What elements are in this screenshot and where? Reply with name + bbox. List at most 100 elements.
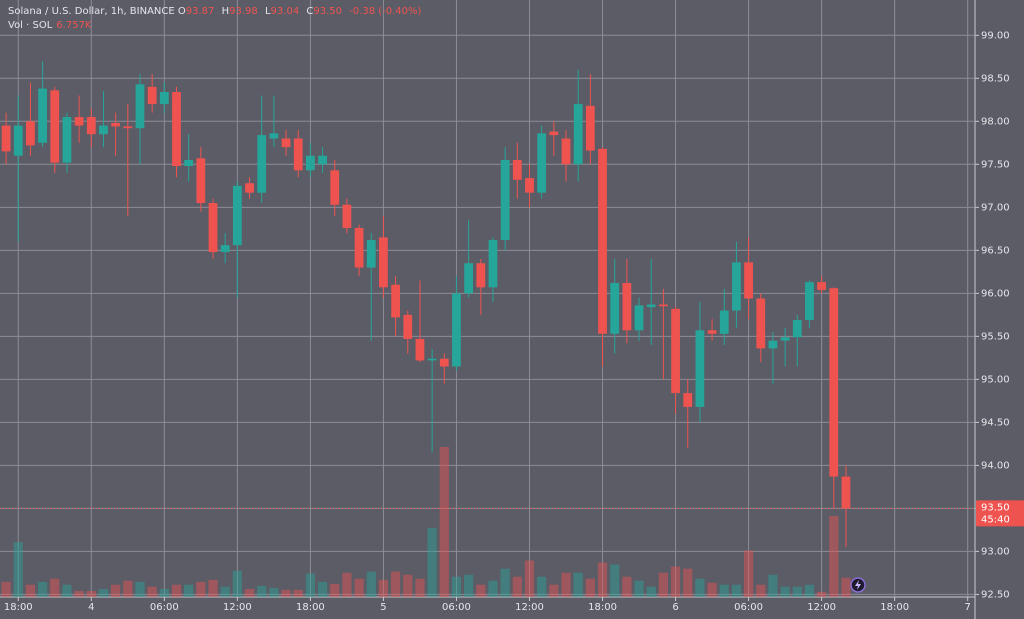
volume-bar: [196, 581, 206, 597]
x-tick-label: 06:00: [442, 602, 471, 613]
x-tick-label: 12:00: [515, 602, 544, 613]
candle-body: [123, 126, 133, 129]
volume-bar: [342, 572, 352, 597]
volume-bar: [1, 581, 11, 597]
y-tick-label: 95.00: [981, 374, 1010, 385]
symbol: Solana / U.S. Dollar, 1h, BINANCE: [8, 6, 175, 17]
open-label: O: [177, 6, 186, 17]
candle-body: [683, 393, 693, 407]
candle-body: [756, 298, 766, 349]
volume-bar: [305, 573, 316, 597]
volume-bar: [780, 586, 790, 597]
y-tick-label: 97.50: [981, 159, 1010, 170]
candle-body: [86, 116, 96, 135]
plot-background: [0, 0, 975, 597]
y-tick-label: 93.00: [981, 546, 1010, 557]
candle-body: [379, 237, 388, 288]
volume-bar: [403, 574, 413, 597]
x-tick-label: 06:00: [150, 602, 179, 613]
volume-bar: [354, 578, 364, 597]
candle-body: [573, 104, 583, 165]
candle-body: [50, 90, 60, 163]
candle-body: [403, 314, 413, 339]
volume-bar: [293, 589, 303, 597]
candle-body: [707, 330, 717, 334]
candle-body: [159, 92, 169, 105]
candle-body: [62, 116, 72, 163]
candle-body: [293, 138, 303, 171]
volume-bar: [378, 579, 389, 597]
candle-body: [13, 125, 23, 156]
candle-body: [525, 178, 534, 193]
candle-body: [26, 121, 35, 146]
x-tick-label: 18:00: [588, 602, 617, 613]
candle-body: [817, 282, 827, 290]
volume-bar: [731, 584, 742, 597]
candle-body: [488, 240, 498, 288]
low-label: L: [264, 6, 271, 17]
volume-bar: [792, 586, 802, 597]
candle-body: [196, 158, 206, 204]
volume-bar: [208, 579, 218, 597]
volume-bar: [829, 515, 839, 597]
volume-bar: [585, 578, 595, 597]
candle-body: [306, 155, 315, 171]
alert-icon-glyph: [855, 580, 861, 590]
candle-body: [805, 282, 814, 321]
volume-bar: [817, 591, 827, 597]
candle-body: [147, 86, 157, 105]
volume-bar: [269, 587, 279, 597]
change: -0.38 (-0.40%): [349, 6, 422, 17]
volume-bar: [549, 584, 559, 597]
volume-bar: [512, 576, 522, 597]
y-tick-label: 99.00: [981, 30, 1010, 41]
candle-body: [99, 125, 108, 135]
candle-body: [610, 283, 620, 334]
volume-bar: [37, 581, 48, 597]
candle-body: [792, 320, 802, 338]
volume-bar: [244, 589, 255, 597]
last-price-label: 93.50: [981, 502, 1010, 513]
volume-bar: [804, 584, 815, 597]
volume-bar: [719, 584, 729, 597]
candle-body: [318, 155, 327, 165]
candle-body: [281, 138, 291, 148]
candle-body: [172, 92, 181, 167]
candle-body: [671, 308, 680, 394]
x-tick-label: 6: [672, 602, 678, 613]
y-tick-label: 94.00: [981, 460, 1010, 471]
volume-bar: [841, 577, 851, 597]
candle-body: [232, 185, 242, 246]
candle-body: [829, 288, 839, 477]
candle-body: [452, 293, 461, 367]
candle-body: [184, 160, 194, 167]
volume-bar: [390, 571, 401, 597]
volume-bar: [451, 576, 462, 597]
volume-bar: [464, 574, 474, 597]
countdown-label: 45:40: [981, 514, 1010, 525]
x-tick-label: 06:00: [734, 602, 763, 613]
high-label: H: [221, 6, 230, 17]
x-tick-label: 18:00: [880, 602, 909, 613]
volume-bar: [184, 584, 194, 597]
y-tick-label: 96.50: [981, 245, 1010, 256]
volume-bar: [50, 578, 60, 597]
y-tick-label: 95.50: [981, 331, 1010, 342]
volume-bar: [524, 560, 535, 597]
volume-bar: [439, 447, 449, 597]
x-tick-label: 7: [965, 602, 971, 613]
y-tick-label: 97.00: [981, 202, 1010, 213]
volume-bar: [768, 574, 778, 597]
volume-bar: [147, 586, 157, 597]
candle-body: [220, 245, 230, 253]
volume-bar: [670, 566, 681, 597]
candle-body: [269, 133, 279, 139]
volume-row: Vol · SOL 6.757K: [8, 19, 425, 33]
volume-bar: [756, 584, 766, 597]
candle-body: [622, 283, 632, 331]
high-value: 93.98: [229, 6, 258, 17]
low-value: 93.04: [270, 6, 300, 17]
candle-body: [585, 105, 595, 151]
candle-body: [841, 476, 851, 509]
